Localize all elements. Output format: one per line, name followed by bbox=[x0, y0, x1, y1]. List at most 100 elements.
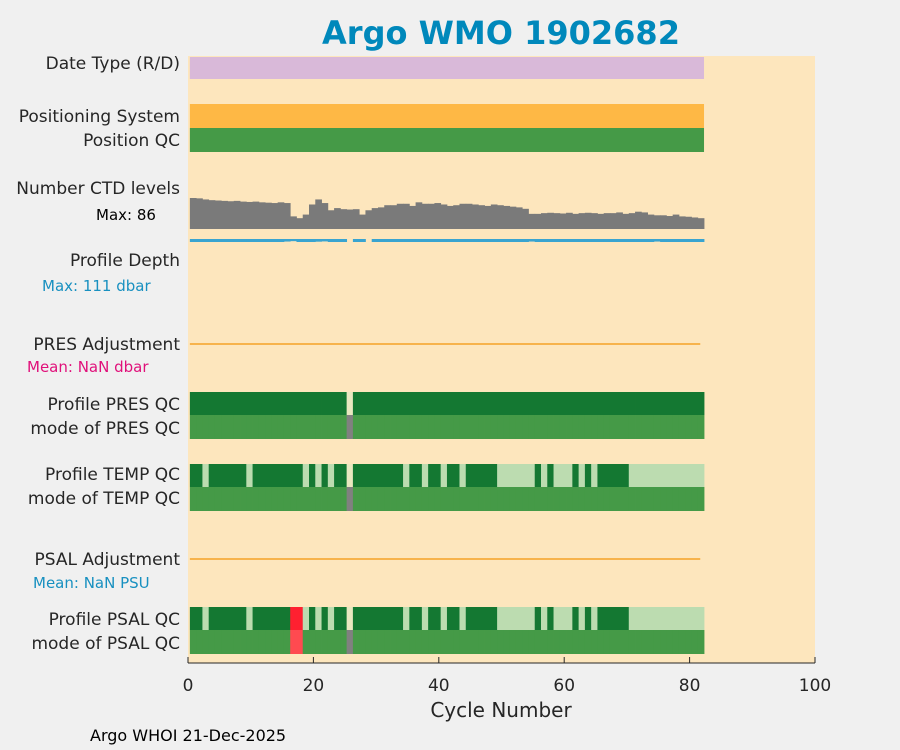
mode-temp-qc-cell bbox=[622, 487, 630, 511]
mode-temp-qc-cell bbox=[653, 487, 661, 511]
profile-depth-bar bbox=[622, 239, 630, 242]
profile-temp-qc-cell bbox=[346, 464, 354, 487]
position-qc-band bbox=[189, 128, 705, 152]
mode-pres-qc-cell bbox=[697, 415, 705, 439]
ctd-level-bar bbox=[584, 212, 592, 229]
mode-pres-qc-cell bbox=[509, 415, 517, 439]
profile-depth-bar bbox=[697, 239, 705, 242]
mode-temp-qc-cell bbox=[189, 487, 197, 511]
mode-psal-qc-cell bbox=[309, 630, 316, 654]
date-type-band bbox=[189, 57, 705, 79]
x-tick-label: 100 bbox=[799, 676, 831, 696]
x-tick-label: 80 bbox=[679, 676, 701, 696]
ctd-level-bar bbox=[440, 204, 448, 229]
profile-pres-qc-cell bbox=[258, 392, 266, 415]
profile-depth-bar bbox=[327, 239, 335, 242]
ctd-level-bar bbox=[591, 213, 598, 229]
mode-temp-qc-cell bbox=[371, 487, 379, 511]
profile-pres-qc-cell bbox=[334, 392, 341, 415]
profile-temp-qc-cell bbox=[515, 464, 523, 487]
profile-depth-bar bbox=[566, 239, 573, 242]
mode-pres-qc-cell bbox=[428, 415, 435, 439]
profile-temp-qc-cell bbox=[541, 464, 548, 487]
mode-psal-qc-cell bbox=[221, 630, 228, 654]
profile-depth-bar bbox=[534, 239, 542, 242]
profile-psal-qc-cell bbox=[384, 607, 391, 630]
mode-temp-qc-cell bbox=[415, 487, 423, 511]
ctd-level-bar bbox=[240, 201, 247, 229]
ctd-level-bar bbox=[697, 218, 705, 229]
profile-depth-bar bbox=[434, 239, 442, 242]
profile-depth-bar bbox=[691, 239, 699, 242]
profile-temp-qc-cell bbox=[371, 464, 379, 487]
profile-pres-qc-cell bbox=[390, 392, 398, 415]
mode-psal-qc-cell bbox=[390, 630, 398, 654]
x-tick-label: 0 bbox=[183, 676, 194, 696]
mode-pres-qc-cell bbox=[578, 415, 586, 439]
label-profile-temp-qc: Profile TEMP QC bbox=[45, 465, 180, 485]
profile-depth-bar bbox=[465, 239, 473, 242]
mode-psal-qc-cell bbox=[296, 630, 304, 654]
ctd-level-bar bbox=[359, 214, 366, 229]
profile-temp-qc-cell bbox=[672, 464, 680, 487]
mode-psal-qc-cell bbox=[547, 630, 554, 654]
profile-pres-qc-cell bbox=[214, 392, 222, 415]
mode-psal-qc-cell bbox=[691, 630, 699, 654]
profile-pres-qc-cell bbox=[653, 392, 661, 415]
profile-pres-qc-cell bbox=[553, 392, 561, 415]
profile-pres-qc-cell bbox=[421, 392, 429, 415]
profile-psal-qc-cell bbox=[566, 607, 573, 630]
profile-psal-qc-cell bbox=[559, 607, 567, 630]
ctd-level-bar bbox=[603, 213, 611, 229]
mode-pres-qc-cell bbox=[359, 415, 366, 439]
mode-temp-qc-cell bbox=[390, 487, 398, 511]
profile-psal-qc-cell bbox=[453, 607, 460, 630]
profile-temp-qc-cell bbox=[559, 464, 567, 487]
profile-pres-qc-cell bbox=[459, 392, 467, 415]
profile-temp-qc-cell bbox=[252, 464, 260, 487]
profile-psal-qc-cell bbox=[490, 607, 498, 630]
profile-depth-bar bbox=[196, 239, 203, 242]
plot-background bbox=[188, 56, 815, 663]
profile-temp-qc-cell bbox=[697, 464, 705, 487]
mode-temp-qc-cell bbox=[421, 487, 429, 511]
ctd-level-bar bbox=[421, 203, 429, 229]
profile-pres-qc-cell bbox=[672, 392, 680, 415]
ctd-level-bar bbox=[246, 201, 253, 229]
profile-psal-qc-cell bbox=[635, 607, 642, 630]
profile-pres-qc-cell bbox=[497, 392, 504, 415]
profile-temp-qc-cell bbox=[597, 464, 605, 487]
profile-psal-qc-cell bbox=[334, 607, 341, 630]
mode-pres-qc-cell bbox=[603, 415, 611, 439]
mode-pres-qc-cell bbox=[440, 415, 448, 439]
profile-pres-qc-cell bbox=[265, 392, 272, 415]
profile-depth-bar bbox=[578, 239, 586, 242]
chart-title: Argo WMO 1902682 bbox=[322, 14, 680, 52]
ctd-level-bar bbox=[233, 200, 241, 229]
mode-temp-qc-cell bbox=[509, 487, 517, 511]
mode-psal-qc-cell bbox=[478, 630, 485, 654]
mode-psal-qc-cell bbox=[396, 630, 404, 654]
mode-pres-qc-cell bbox=[240, 415, 247, 439]
mode-psal-qc-cell bbox=[214, 630, 222, 654]
profile-depth-bar bbox=[515, 239, 523, 242]
profile-temp-qc-cell bbox=[591, 464, 598, 487]
mode-psal-qc-cell bbox=[409, 630, 417, 654]
profile-psal-qc-cell bbox=[647, 607, 655, 630]
profile-psal-qc-cell bbox=[390, 607, 398, 630]
mode-pres-qc-cell bbox=[265, 415, 272, 439]
profile-psal-qc-cell bbox=[227, 607, 235, 630]
profile-depth-bar bbox=[396, 239, 404, 242]
profile-pres-qc-cell bbox=[396, 392, 404, 415]
profile-pres-qc-cell bbox=[603, 392, 611, 415]
profile-psal-qc-cell bbox=[534, 607, 542, 630]
profile-psal-qc-cell bbox=[327, 607, 335, 630]
profile-temp-qc-cell bbox=[221, 464, 228, 487]
mode-psal-qc-cell bbox=[428, 630, 435, 654]
ctd-level-bar bbox=[609, 213, 617, 229]
mode-pres-qc-cell bbox=[453, 415, 460, 439]
mode-pres-qc-cell bbox=[572, 415, 580, 439]
ctd-level-bar bbox=[340, 209, 348, 229]
mode-psal-qc-cell bbox=[603, 630, 611, 654]
profile-temp-qc-cell bbox=[340, 464, 348, 487]
